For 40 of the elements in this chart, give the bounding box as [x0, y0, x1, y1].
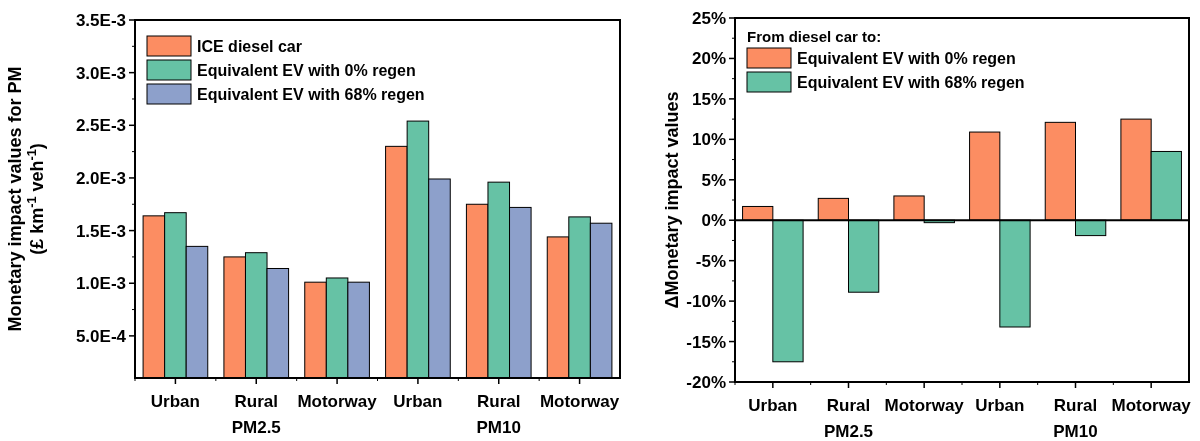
x-tick-label: Rural: [826, 396, 871, 415]
y-tick-label: 10%: [691, 130, 726, 150]
y-tick-label: 1.0E-3: [75, 274, 126, 294]
x-tick-label: Rural: [234, 392, 278, 411]
y-tick-label: 1.5E-3: [75, 221, 126, 241]
x-tick-label: Rural: [477, 392, 521, 411]
y-tick-label: 2.0E-3: [75, 168, 126, 188]
legend-label: ICE diesel car: [197, 37, 302, 55]
text: PM10: [1053, 422, 1098, 441]
x-tick-label: Motorway: [884, 396, 965, 415]
x-tick-label: Urban: [393, 392, 443, 411]
text: PM2.5: [823, 422, 874, 441]
y-tick-label: 3.0E-3: [75, 63, 126, 83]
x-tick-label: Motorway: [539, 392, 620, 411]
x-tick-label: Rural: [1053, 396, 1098, 415]
legend-label: Equivalent EV with 0% regen: [197, 61, 416, 79]
y-axis-title: ΔMonetary impact values: [662, 91, 682, 309]
y-tick-label: 3.5E-3: [75, 10, 126, 30]
legend-label: Equivalent EV with 68% regen: [797, 73, 1025, 91]
x-tick-label: Motorway: [297, 392, 378, 411]
y-tick-label: 20%: [691, 49, 726, 69]
text: PM2.5: [231, 418, 281, 437]
legend-title: From diesel car to:: [747, 28, 882, 45]
y-tick-label: -15%: [686, 332, 726, 352]
y-tick-label: 5.0E-4: [75, 326, 127, 346]
legend-label: Equivalent EV with 68% regen: [197, 85, 425, 103]
y-tick-label: -10%: [686, 292, 726, 312]
y-tick-label: -20%: [686, 372, 726, 392]
y-tick-label: 15%: [691, 89, 726, 109]
y-tick-label: -5%: [695, 251, 726, 271]
y-tick-label: 25%: [691, 8, 726, 28]
y-tick-label: 5%: [701, 170, 726, 190]
x-tick-label: Motorway: [1111, 396, 1192, 415]
x-tick-label: Urban: [975, 396, 1025, 415]
text: PM10: [476, 418, 521, 437]
y-tick-label: 2.5E-3: [75, 116, 126, 136]
x-tick-label: Urban: [748, 396, 798, 415]
y-tick-label: 0%: [701, 211, 726, 231]
x-tick-label: Urban: [150, 392, 200, 411]
legend-label: Equivalent EV with 0% regen: [797, 49, 1016, 67]
